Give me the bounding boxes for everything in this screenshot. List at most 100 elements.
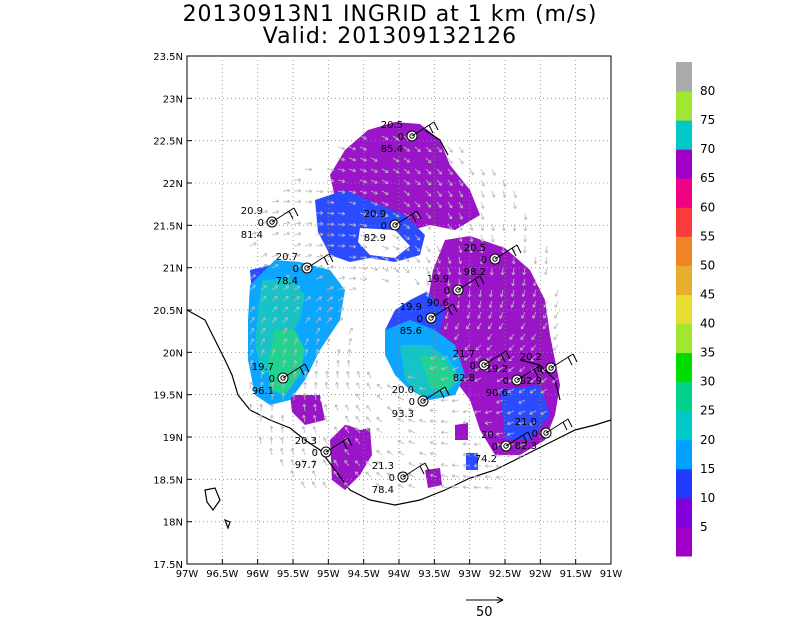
wind-arrow-head <box>427 215 431 219</box>
station-wind-barb <box>430 303 458 319</box>
wind-arrow <box>304 296 311 302</box>
wind-arrow <box>249 285 256 291</box>
wind-arrow-head <box>496 410 500 415</box>
wind-arrow-head <box>491 194 496 198</box>
lat-tick-label: 22.5N <box>153 137 183 148</box>
wind-arrow-head <box>520 325 525 330</box>
wind-arrow-head <box>335 370 340 374</box>
wind-arrow <box>259 436 262 445</box>
wind-arrow-head <box>479 249 484 254</box>
wind-arrow-head <box>312 481 316 485</box>
station-mid-value: 0 <box>269 374 275 385</box>
wind-arrow-head <box>355 438 359 442</box>
wind-arrow-head <box>406 225 410 229</box>
wind-arrow <box>519 366 526 372</box>
wind-arrow-head <box>355 415 359 420</box>
wind-arrow-head <box>374 169 378 173</box>
wind-arrow-head <box>438 149 443 153</box>
wind-arrow-head <box>520 347 524 351</box>
wind-arrow-head <box>328 317 332 321</box>
wind-arrow-head <box>297 264 301 268</box>
wind-arrow-head <box>323 437 327 441</box>
lon-tick-label: 91W <box>600 569 623 580</box>
wind-arrow <box>249 231 257 236</box>
wind-arrow-head <box>297 242 302 247</box>
wind-arrow-head <box>408 418 412 423</box>
lon-tick-label: 95.5W <box>277 569 309 580</box>
wind-arrow <box>260 317 266 324</box>
wind-arrow-head <box>522 271 527 276</box>
lon-tick-label: 92.5W <box>489 569 521 580</box>
station-mid-value: 0 <box>398 132 404 143</box>
wind-arrow-head <box>374 158 378 162</box>
wind-arrow-head <box>429 408 433 413</box>
wind-arrow-head <box>302 403 307 407</box>
wind-arrow-head <box>448 215 453 220</box>
wind-arrow-head <box>486 357 490 361</box>
wind-arrow-head <box>529 411 533 415</box>
wind-arrow <box>540 410 548 415</box>
wind-arrow <box>507 388 515 393</box>
wind-arrow <box>392 212 400 218</box>
wind-arrow-head <box>270 403 274 407</box>
wind-arrow-head <box>352 201 357 205</box>
colorbar-segment <box>676 178 692 208</box>
wind-arrow <box>485 421 493 424</box>
wind-arrow-head <box>353 265 357 270</box>
wind-arrow <box>500 289 504 297</box>
wind-arrow-head <box>354 471 359 475</box>
wind-arrow <box>312 448 317 456</box>
wind-arrow <box>541 377 548 383</box>
wind-arrow-head <box>385 213 389 217</box>
wind-arrow-head <box>303 381 307 385</box>
wind-arrow-head <box>364 277 368 281</box>
wind-arrow <box>436 146 443 153</box>
station-top-value: 20.5 <box>381 120 403 131</box>
wind-arrow <box>359 135 367 140</box>
wind-arrow <box>249 349 254 357</box>
wind-arrow <box>326 168 334 171</box>
wind-arrow-head <box>406 170 410 174</box>
station-top-value: 19.9 <box>400 302 422 313</box>
wind-arrow <box>365 471 372 478</box>
wind-arrow-head <box>292 392 296 396</box>
wind-arrow <box>397 385 405 390</box>
wind-arrow <box>280 448 284 456</box>
wind-arrow-head <box>484 410 489 415</box>
wind-arrow-head <box>480 205 485 209</box>
wind-arrow-head <box>458 249 463 253</box>
wind-arrow <box>543 311 548 319</box>
wind-arrow-head <box>417 203 421 208</box>
wind-arrow <box>392 267 400 273</box>
wind-arrow-head <box>506 432 511 437</box>
wind-arrow-head <box>324 381 329 385</box>
wind-arrow-head <box>293 349 298 353</box>
wind-arrow-head <box>259 381 264 386</box>
wind-arrow-head <box>426 282 430 286</box>
wind-arrow-head <box>261 327 266 332</box>
lon-tick-label: 93W <box>458 569 481 580</box>
wind-arrow-head <box>436 271 441 275</box>
wind-arrow-head <box>319 275 323 279</box>
wind-arrow <box>315 327 320 335</box>
wind-arrow <box>511 289 515 297</box>
wind-arrow <box>473 486 482 489</box>
station-wind-barb <box>550 353 578 369</box>
wind-arrow-head <box>341 190 346 194</box>
wind-arrow-head <box>462 420 466 425</box>
wind-arrow <box>458 223 463 231</box>
wind-arrow-head <box>342 211 346 216</box>
lat-tick-label: 21.5N <box>153 221 183 232</box>
wind-arrow <box>486 355 493 361</box>
station-markers: 20.9081.420.7078.420.9082.920.5085.420.5… <box>241 120 578 496</box>
wind-arrow <box>425 278 430 286</box>
station-marker: 20.074.2 <box>475 430 533 465</box>
wind-arrow-head <box>530 379 534 383</box>
wind-arrow-head <box>440 377 445 381</box>
wind-arrow-head <box>297 221 302 226</box>
wind-arrow-head <box>502 194 507 198</box>
wind-region-teal-center <box>420 355 455 390</box>
wind-arrow <box>337 276 345 280</box>
wind-arrow <box>337 317 343 324</box>
